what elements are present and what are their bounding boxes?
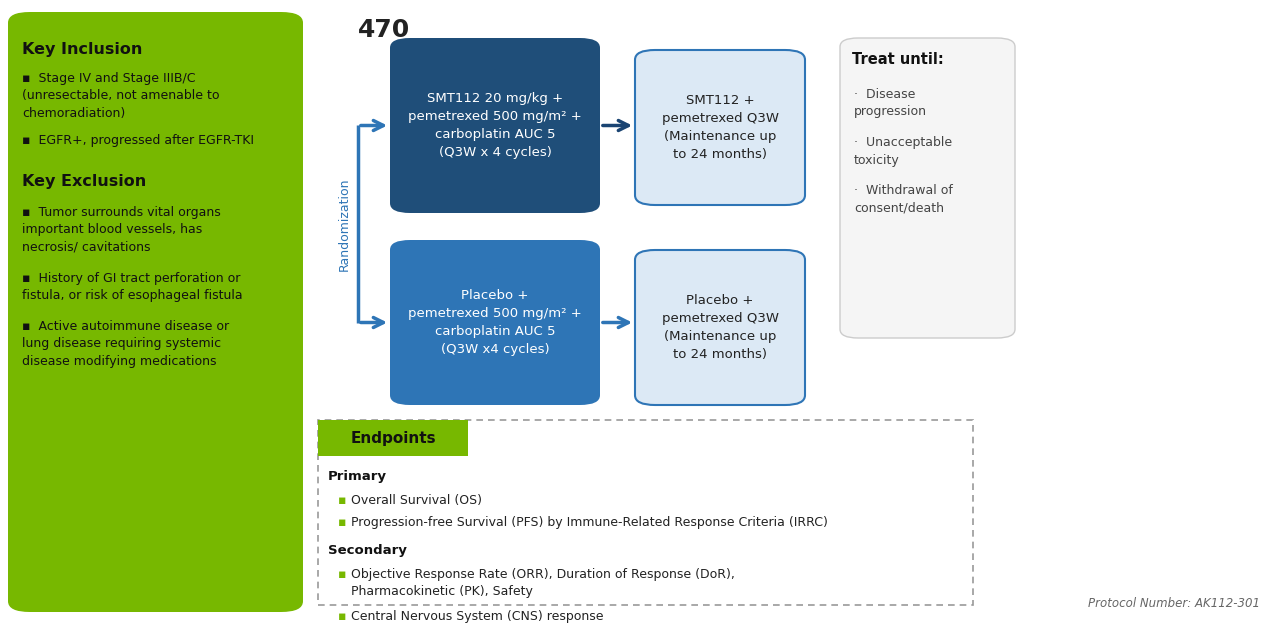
Text: ▪  Tumor surrounds vital organs
important blood vessels, has
necrosis/ cavitatio: ▪ Tumor surrounds vital organs important… — [22, 206, 220, 254]
Text: Protocol Number: AK112-301: Protocol Number: AK112-301 — [1088, 597, 1260, 610]
Text: ▪  EGFR+, progressed after EGFR-TKI: ▪ EGFR+, progressed after EGFR-TKI — [22, 134, 253, 147]
FancyBboxPatch shape — [8, 12, 303, 612]
FancyBboxPatch shape — [390, 38, 600, 213]
Text: ▪  Active autoimmune disease or
lung disease requiring systemic
disease modifyin: ▪ Active autoimmune disease or lung dise… — [22, 320, 229, 368]
Text: Placebo +
pemetrexed 500 mg/m² +
carboplatin AUC 5
(Q3W x4 cycles): Placebo + pemetrexed 500 mg/m² + carbopl… — [408, 289, 582, 356]
Text: ▪: ▪ — [338, 568, 347, 581]
Text: ▪  Stage IV and Stage IIIB/C
(unresectable, not amenable to
chemoradiation): ▪ Stage IV and Stage IIIB/C (unresectabl… — [22, 72, 219, 120]
Text: ▪: ▪ — [338, 516, 347, 529]
Text: Key Exclusion: Key Exclusion — [22, 174, 146, 189]
Text: Secondary: Secondary — [328, 544, 407, 557]
Text: Treat until:: Treat until: — [852, 52, 943, 67]
FancyBboxPatch shape — [635, 50, 805, 205]
Text: Randomization: Randomization — [338, 177, 351, 271]
Text: Central Nervous System (CNS) response: Central Nervous System (CNS) response — [351, 610, 604, 623]
FancyBboxPatch shape — [317, 420, 468, 456]
FancyBboxPatch shape — [390, 240, 600, 405]
Text: Progression-free Survival (PFS) by Immune-Related Response Criteria (IRRC): Progression-free Survival (PFS) by Immun… — [351, 516, 828, 529]
Text: Objective Response Rate (ORR), Duration of Response (DoR),
Pharmacokinetic (PK),: Objective Response Rate (ORR), Duration … — [351, 568, 735, 597]
FancyBboxPatch shape — [635, 250, 805, 405]
FancyBboxPatch shape — [840, 38, 1015, 338]
Text: Placebo +
pemetrexed Q3W
(Maintenance up
to 24 months): Placebo + pemetrexed Q3W (Maintenance up… — [662, 294, 778, 361]
Text: ·  Unacceptable
toxicity: · Unacceptable toxicity — [854, 136, 952, 167]
FancyBboxPatch shape — [317, 420, 973, 605]
Text: Primary: Primary — [328, 470, 387, 483]
Text: SMT112 +
pemetrexed Q3W
(Maintenance up
to 24 months): SMT112 + pemetrexed Q3W (Maintenance up … — [662, 94, 778, 161]
Text: Overall Survival (OS): Overall Survival (OS) — [351, 494, 483, 507]
Text: 470: 470 — [358, 18, 411, 42]
Text: ▪  History of GI tract perforation or
fistula, or risk of esophageal fistula: ▪ History of GI tract perforation or fis… — [22, 272, 243, 302]
Text: ▪: ▪ — [338, 610, 347, 623]
Text: SMT112 20 mg/kg +
pemetrexed 500 mg/m² +
carboplatin AUC 5
(Q3W x 4 cycles): SMT112 20 mg/kg + pemetrexed 500 mg/m² +… — [408, 92, 582, 159]
Text: ·  Disease
progression: · Disease progression — [854, 88, 927, 118]
Text: Endpoints: Endpoints — [351, 431, 435, 446]
Text: ·  Withdrawal of
consent/death: · Withdrawal of consent/death — [854, 184, 952, 215]
Text: ▪: ▪ — [338, 494, 347, 507]
Text: Key Inclusion: Key Inclusion — [22, 42, 142, 57]
